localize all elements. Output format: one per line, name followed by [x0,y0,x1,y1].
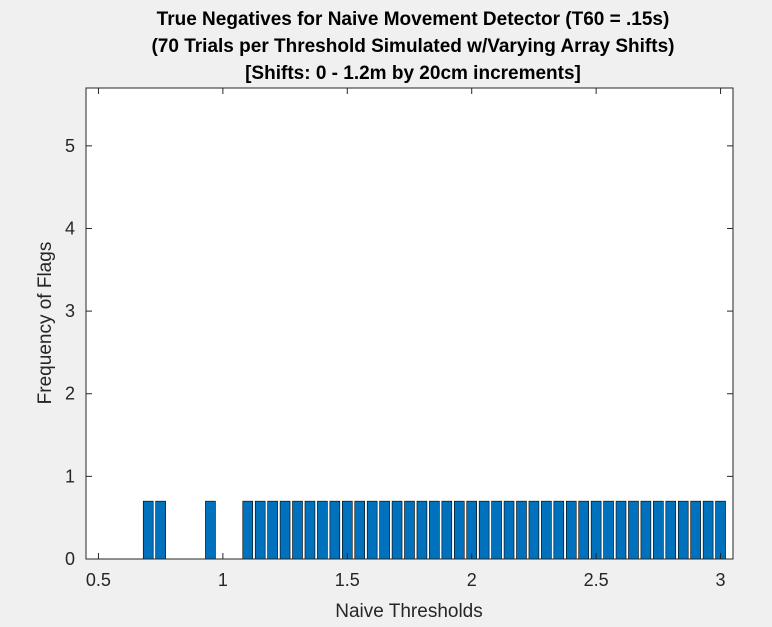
x-tick-label: 2.5 [584,570,609,590]
title-line-2: (70 Trials per Threshold Simulated w/Var… [151,36,674,57]
bar [441,500,453,560]
bar [453,500,465,560]
bar [478,500,490,560]
bar-series [142,500,726,560]
bar [416,500,428,560]
bar [628,500,639,560]
plot-area [86,88,733,559]
bar [304,500,316,560]
x-tick-label: 0.5 [86,570,111,590]
y-tick-label: 0 [65,549,75,569]
bar [640,500,652,560]
chart-title: True Negatives for Naive Movement Detect… [151,9,674,84]
bar [267,500,278,560]
bar [342,500,353,560]
x-axis-ticks: 0.5 1 1.5 2 2.5 3 [86,88,726,590]
bar [317,500,328,560]
bar [553,500,565,560]
plot-frame [85,87,734,560]
bar [279,500,291,560]
bar [565,500,577,560]
y-tick-label: 4 [65,218,75,238]
bar [142,500,154,560]
bar [491,500,502,560]
bar [677,500,689,560]
bar [690,500,701,560]
bar [590,500,602,560]
bar [702,500,714,560]
x-tick-label: 1 [218,570,228,590]
bar [366,500,378,560]
y-axis-label: Frequency of Flags [35,242,56,405]
y-axis-ticks: 0 1 2 3 4 5 [65,136,733,569]
bar [254,500,266,560]
x-tick-label: 1.5 [335,570,360,590]
bar [541,500,552,560]
bar [653,500,664,560]
bar [503,500,515,560]
x-axis-label: Naive Thresholds [335,601,483,622]
y-tick-label: 5 [65,136,75,156]
bar [603,500,614,560]
bar [404,500,415,560]
bar [329,500,341,560]
bar [615,500,627,560]
bar [242,500,254,560]
y-tick-label: 2 [65,384,75,404]
bar [578,500,589,560]
bar [379,500,390,560]
bar [391,500,403,560]
bar [205,500,216,560]
bar [665,500,677,560]
title-line-3: [Shifts: 0 - 1.2m by 20cm increments] [245,63,581,84]
bar [292,500,303,560]
bar [429,500,440,560]
bar [354,500,366,560]
y-tick-label: 1 [65,466,75,486]
bar [155,500,166,560]
bar [528,500,540,560]
bar [516,500,527,560]
x-tick-label: 3 [716,570,726,590]
bar [715,500,726,560]
bar [466,500,477,560]
x-tick-label: 2 [467,570,477,590]
title-line-1: True Negatives for Naive Movement Detect… [157,9,670,30]
y-tick-label: 3 [65,301,75,321]
